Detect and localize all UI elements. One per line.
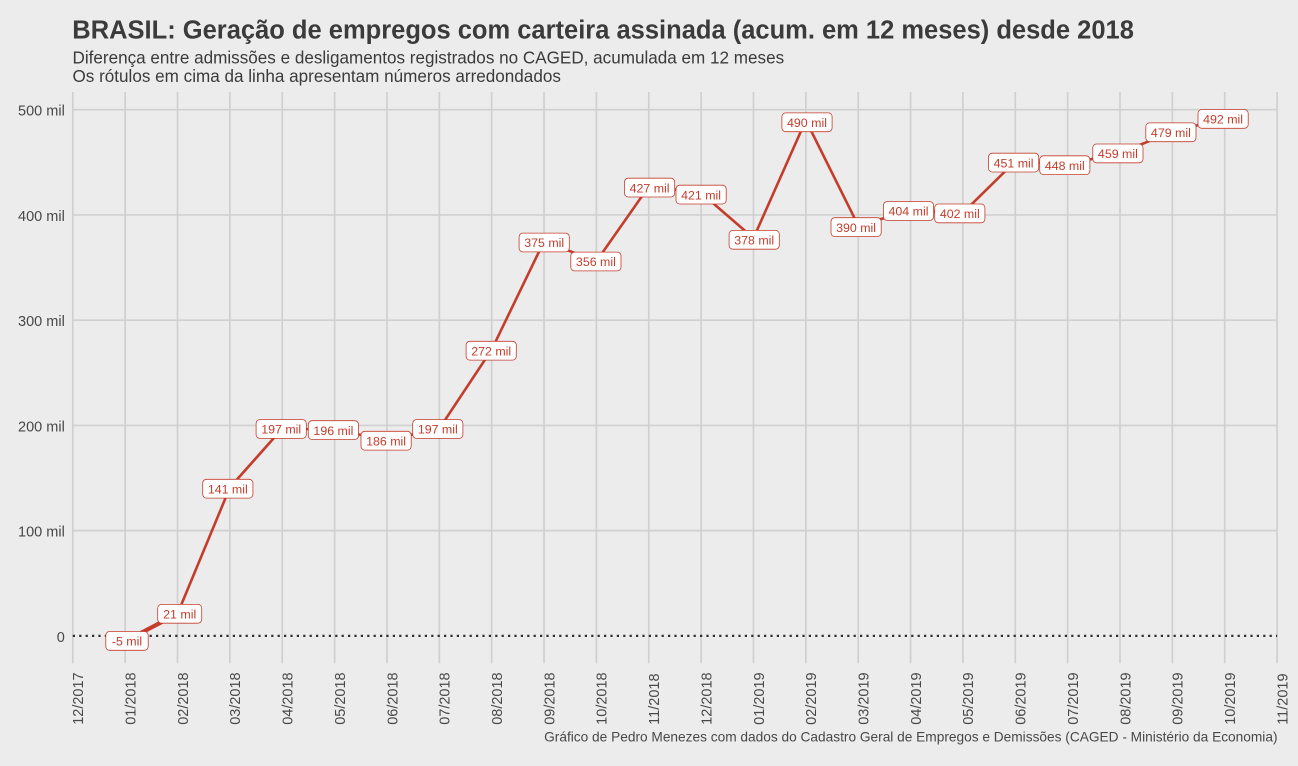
svg-text:186 mil: 186 mil (366, 434, 406, 448)
svg-text:10/2018: 10/2018 (595, 672, 611, 724)
svg-text:492 mil: 492 mil (1203, 113, 1243, 127)
svg-text:421 mil: 421 mil (681, 188, 721, 202)
svg-text:141 mil: 141 mil (208, 482, 248, 496)
svg-text:08/2019: 08/2019 (1118, 672, 1134, 724)
svg-text:05/2019: 05/2019 (961, 672, 977, 724)
svg-text:06/2018: 06/2018 (385, 672, 401, 724)
svg-text:12/2017: 12/2017 (71, 672, 87, 724)
svg-text:06/2019: 06/2019 (1014, 672, 1030, 724)
svg-text:448 mil: 448 mil (1045, 159, 1085, 173)
svg-text:BRASIL: Geração de empregos co: BRASIL: Geração de empregos com carteira… (72, 17, 1134, 45)
svg-text:479 mil: 479 mil (1151, 126, 1191, 140)
svg-text:07/2019: 07/2019 (1066, 672, 1082, 724)
svg-text:427 mil: 427 mil (630, 181, 670, 195)
svg-text:03/2019: 03/2019 (857, 672, 873, 724)
svg-text:-5 mil: -5 mil (112, 635, 142, 649)
svg-text:197 mil: 197 mil (261, 423, 301, 437)
svg-text:10/2019: 10/2019 (1223, 672, 1239, 724)
svg-text:490 mil: 490 mil (787, 116, 827, 130)
svg-text:Gráfico de Pedro Menezes com d: Gráfico de Pedro Menezes com dados do Ca… (544, 730, 1277, 745)
svg-text:402 mil: 402 mil (940, 207, 980, 221)
svg-text:02/2018: 02/2018 (176, 672, 192, 724)
svg-text:08/2018: 08/2018 (490, 672, 506, 724)
svg-text:01/2019: 01/2019 (752, 672, 768, 724)
svg-text:09/2018: 09/2018 (542, 672, 558, 724)
svg-text:04/2019: 04/2019 (909, 672, 925, 724)
svg-text:500 mil: 500 mil (18, 104, 65, 120)
svg-text:05/2018: 05/2018 (333, 672, 349, 724)
svg-text:21 mil: 21 mil (163, 608, 196, 622)
svg-text:09/2019: 09/2019 (1171, 672, 1187, 724)
svg-text:03/2018: 03/2018 (228, 672, 244, 724)
svg-text:378 mil: 378 mil (734, 234, 774, 248)
svg-text:100 mil: 100 mil (18, 525, 65, 541)
svg-text:197 mil: 197 mil (418, 423, 458, 437)
svg-text:459 mil: 459 mil (1098, 147, 1138, 161)
svg-text:272 mil: 272 mil (471, 344, 511, 358)
svg-text:356 mil: 356 mil (576, 255, 616, 269)
svg-text:02/2019: 02/2019 (804, 672, 820, 724)
svg-text:12/2018: 12/2018 (699, 672, 715, 724)
svg-text:07/2018: 07/2018 (438, 672, 454, 724)
svg-text:196 mil: 196 mil (313, 424, 353, 438)
svg-text:11/2019: 11/2019 (1275, 673, 1291, 724)
svg-text:0: 0 (57, 630, 65, 646)
svg-text:Os rótulos em cima da linha ap: Os rótulos em cima da linha apresentam n… (73, 67, 561, 86)
svg-text:375 mil: 375 mil (524, 236, 564, 250)
svg-text:404 mil: 404 mil (889, 205, 929, 219)
svg-text:01/2018: 01/2018 (123, 672, 139, 724)
svg-text:300 mil: 300 mil (18, 314, 65, 330)
svg-text:400 mil: 400 mil (18, 209, 65, 225)
svg-text:Diferença entre admissões e de: Diferença entre admissões e desligamento… (73, 48, 785, 67)
svg-text:04/2018: 04/2018 (281, 672, 297, 724)
svg-text:11/2018: 11/2018 (647, 673, 663, 724)
svg-text:390 mil: 390 mil (836, 221, 876, 235)
svg-text:200 mil: 200 mil (18, 419, 65, 435)
svg-text:451 mil: 451 mil (994, 156, 1034, 170)
